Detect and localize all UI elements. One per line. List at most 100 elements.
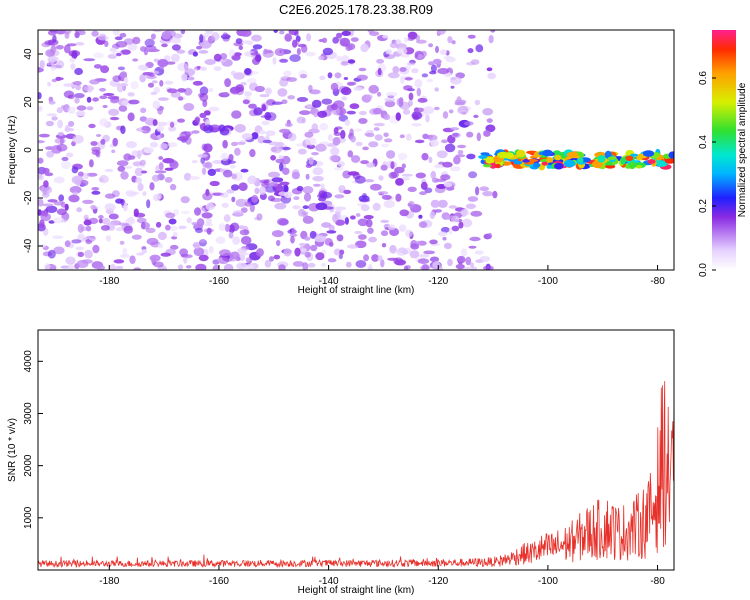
heatmap-cell [47,82,52,87]
heatmap-cell [365,219,373,228]
heatmap-cell [411,123,422,127]
heatmap-cell [111,149,116,154]
heatmap-cell [245,264,255,270]
heatmap-cell [370,183,382,191]
heatmap-cell [296,185,304,192]
heatmap-cell [418,254,430,258]
heatmap-cell [184,68,196,77]
heatmap-cell [427,134,438,141]
heatmap-cell [156,121,168,127]
heatmap-cell [141,170,148,174]
heatmap-cell [522,159,530,163]
heatmap-cell [220,34,231,40]
heatmap-cell [142,72,153,76]
heatmap-cell [219,249,231,257]
heatmap-cell [305,163,312,168]
heatmap-cell [513,160,523,165]
heatmap-cell [55,45,64,50]
heatmap-cell [483,265,494,270]
snr-y-ticks: 1000 2000 3000 4000 [23,350,43,529]
heatmap-cell [475,44,484,53]
heatmap-cell [244,201,252,207]
heatmap-cell [185,265,192,269]
heatmap-cell [306,33,312,42]
heatmap-cell [97,35,109,41]
y-tick-label: 3000 [23,402,34,425]
heatmap-cell [171,53,180,63]
heatmap-cell [448,205,458,209]
heatmap-cell [282,167,290,175]
heatmap-cell [470,59,480,65]
heatmap-cell [303,213,309,221]
heatmap-cell [357,218,369,227]
heatmap-cell [186,131,194,136]
heatmap-cell [368,141,379,148]
heatmap-cell [322,47,334,56]
heatmap-cell [229,164,236,169]
heatmap-cell [75,178,82,186]
heatmap-cell [466,131,474,138]
heatmap-cell [142,191,147,197]
heatmap-cell [457,150,464,155]
heatmap-cell [96,264,105,270]
heatmap-cell [326,230,337,234]
heatmap-cell [655,160,668,167]
heatmap-cell [199,239,206,243]
heatmap-cell [460,208,470,217]
heatmap-cell [218,124,226,132]
heatmap-cell [56,143,68,152]
heatmap-cell [430,64,437,73]
heatmap-cell [46,150,55,158]
heatmap-cell [240,236,252,245]
heatmap-cell [228,231,234,239]
heatmap-cell [407,37,415,41]
heatmap-cell [47,30,57,36]
heatmap-cell [180,210,191,215]
heatmap-cell [319,122,329,131]
heatmap-cell [279,128,291,134]
heatmap-cell [277,88,288,97]
heatmap-cell [389,244,397,254]
heatmap-cell [455,154,466,158]
heatmap-cell [336,234,344,242]
heatmap-cell [109,116,120,121]
colorbar-tick-label: 0.4 [698,135,709,149]
heatmap-cell [180,196,190,204]
heatmap-cell [310,244,318,252]
heatmap-cell [315,143,327,152]
heatmap-cell [318,55,325,61]
heatmap-cell [160,252,171,257]
heatmap-cell [132,161,142,167]
heatmap-cell [635,164,643,169]
heatmap-cell [38,140,45,144]
heatmap-cell [69,186,82,194]
heatmap-cell [347,150,354,158]
heatmap-cell [478,155,488,159]
heatmap-cell [83,214,89,220]
heatmap-cell [417,53,423,60]
heatmap-cell [192,51,198,57]
heatmap-cell [119,33,127,38]
heatmap-cell [329,155,339,162]
heatmap-cell [167,142,178,148]
heatmap-cell [346,244,359,249]
heatmap-cell [141,246,147,251]
heatmap-cell [229,87,241,95]
heatmap-cell [432,58,442,65]
heatmap-cell [197,153,208,158]
heatmap-cell [292,261,305,267]
heatmap-cell [39,60,45,69]
heatmap-cell [350,135,356,143]
heatmap-cell [284,33,292,42]
heatmap-cell [152,100,161,110]
heatmap-cell [245,257,251,263]
heatmap-cell [134,167,144,177]
heatmap-cell [371,254,379,262]
heatmap-cell [231,141,238,147]
heatmap-cell [177,62,189,72]
heatmap-cell [64,127,75,132]
heatmap-cell [203,223,214,227]
heatmap-cell [308,157,314,165]
heatmap-cell [39,219,45,229]
